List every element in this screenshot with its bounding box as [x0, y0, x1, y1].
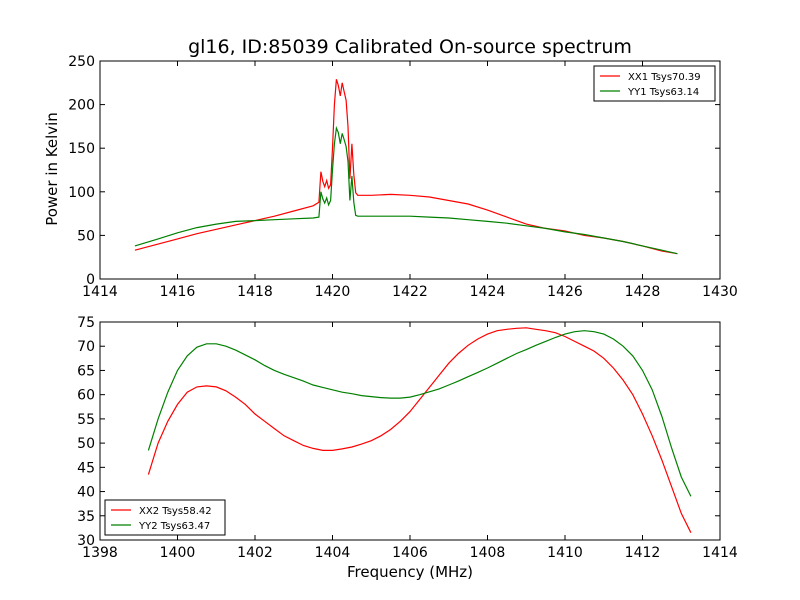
bottom-x-tick-label: 1402: [237, 545, 273, 561]
top-legend: XX1 Tsys70.39 YY1 Tsys63.14: [593, 65, 716, 102]
bottom-y-tick-label: 40: [77, 485, 95, 501]
bottom-x-tick-label: 1406: [392, 545, 428, 561]
top-y-tick-label: 0: [86, 272, 95, 288]
bottom-legend-label-1: XX2 Tsys58.42: [139, 506, 212, 517]
bottom-legend: XX2 Tsys58.42 YY2 Tsys63.47: [104, 499, 226, 536]
top-x-tick-label: 1418: [237, 284, 273, 300]
top-y-tick-label: 50: [77, 228, 95, 244]
top-y-axis-label: Power in Kelvin: [43, 112, 61, 226]
top-spectrum-plot: 1414 1416 1418 1420 1422 1424 1426 1428 1430 0 50 1…: [68, 54, 738, 300]
bottom-legend-box: [104, 499, 226, 536]
bottom-y-tick-label: 65: [77, 363, 95, 379]
bottom-x-tick-label: 1398: [82, 545, 118, 561]
bottom-y-tick-label: 60: [77, 388, 95, 404]
top-x-tick-label: 1424: [470, 284, 506, 300]
top-y-tick-label: 150: [68, 141, 95, 157]
bottom-y-tick-label: 70: [77, 339, 95, 355]
top-x-tick-label: 1420: [315, 284, 351, 300]
bottom-x-tick-label: 1408: [470, 545, 506, 561]
top-legend-label-1: XX1 Tsys70.39: [628, 72, 701, 83]
bottom-y-tick-label: 35: [77, 509, 95, 525]
bottom-x-tick-label: 1412: [625, 545, 661, 561]
top-x-tick-label: 1422: [392, 284, 428, 300]
bottom-legend-label-2: YY2 Tsys63.47: [138, 521, 210, 532]
bottom-x-axis-label: Frequency (MHz): [347, 563, 473, 581]
bottom-y-tick-label: 45: [77, 460, 95, 476]
bottom-x-tick-label: 1404: [315, 545, 351, 561]
bottom-x-tick-label: 1400: [160, 545, 196, 561]
top-series-line-2: [134, 125, 678, 255]
top-legend-box: [593, 65, 716, 102]
bottom-x-tick-label: 1410: [547, 545, 583, 561]
top-y-tick-label: 200: [68, 98, 95, 114]
top-x-tick-label: 1414: [82, 284, 118, 300]
top-x-tick-label: 1428: [625, 284, 661, 300]
chart-title: gl16, ID:85039 Calibrated On-source spec…: [188, 36, 632, 58]
top-legend-label-2: YY1 Tsys63.14: [627, 87, 699, 98]
bottom-x-tick-label: 1414: [702, 545, 738, 561]
bottom-series-line-1: [147, 327, 692, 533]
bottom-y-tick-label: 50: [77, 436, 95, 452]
top-x-tick-label: 1430: [702, 284, 738, 300]
top-y-tick-label: 100: [68, 185, 95, 201]
bottom-spectrum-plot: 1398 1400 1402 1404 1406 1408 1410 1412 1414 30 35…: [77, 315, 738, 561]
top-x-tick-label: 1426: [547, 284, 583, 300]
bottom-series-line-2: [147, 330, 692, 497]
top-x-tick-label: 1416: [160, 284, 196, 300]
top-y-tick-label: 250: [68, 54, 95, 70]
top-series-line-1: [134, 79, 678, 255]
bottom-y-tick-label: 30: [77, 533, 95, 549]
bottom-y-tick-label: 55: [77, 412, 95, 428]
bottom-y-tick-label: 75: [77, 315, 95, 331]
